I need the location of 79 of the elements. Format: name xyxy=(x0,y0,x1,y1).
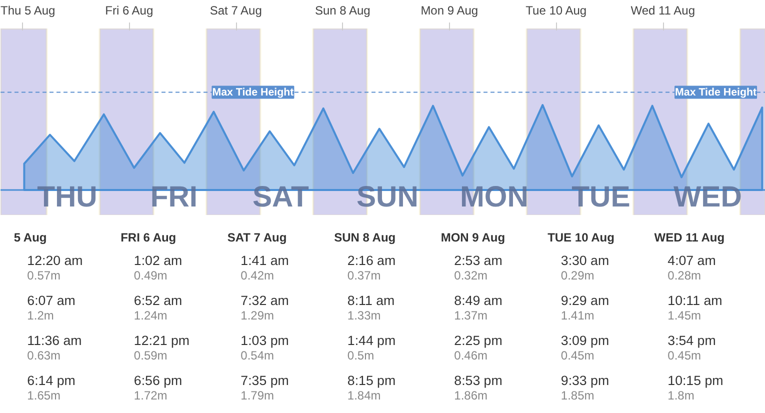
text: 0.59m xyxy=(134,348,168,362)
text: 9:33 pm xyxy=(560,373,610,388)
text: 1.72m xyxy=(134,388,168,402)
text: 0.42m xyxy=(240,268,274,282)
text: 10:11 am xyxy=(668,293,722,308)
text: 8:49 am xyxy=(454,293,502,308)
text: 1.85m xyxy=(560,388,594,402)
x-tick-label: Tue 10 Aug xyxy=(526,4,587,18)
text: 0.32m xyxy=(454,268,488,282)
x-tick-label: Sat 7 Aug xyxy=(210,4,262,18)
annotation: TUE xyxy=(572,180,630,214)
text: 6:14 pm xyxy=(27,373,76,388)
text: 12:20 am xyxy=(27,253,83,268)
text: 5 Aug xyxy=(14,230,47,244)
annotation: SAT xyxy=(252,180,310,214)
text: 7:35 pm xyxy=(240,373,289,388)
x-tick-label: Thu 5 Aug xyxy=(0,4,56,18)
text: MON 9 Aug xyxy=(440,230,506,244)
text: 0.63m xyxy=(27,348,61,362)
text: 0.46m xyxy=(454,348,488,362)
text: 6:07 am xyxy=(27,293,76,308)
text: 2:25 pm xyxy=(454,333,502,348)
text: 10:15 pm xyxy=(668,373,724,388)
ref-line-label: Max Tide Height xyxy=(212,86,294,98)
text: 1:44 pm xyxy=(347,333,396,348)
text: TUE 10 Aug xyxy=(548,230,614,244)
text: 1.45m xyxy=(668,308,702,322)
text: 3:54 pm xyxy=(668,333,716,348)
x-tick-label: Fri 6 Aug xyxy=(105,4,154,18)
text: 0.49m xyxy=(134,268,168,282)
text: 1:03 pm xyxy=(240,333,289,348)
text: 1.79m xyxy=(240,388,274,402)
annotation: MON xyxy=(460,180,528,214)
text: 8:53 pm xyxy=(454,373,502,388)
text: 1.8m xyxy=(668,388,694,402)
text: 0.45m xyxy=(668,348,702,362)
text: 1.41m xyxy=(560,308,594,322)
text: SAT 7 Aug xyxy=(227,230,287,244)
text: 1.37m xyxy=(454,308,488,322)
text: 8:15 pm xyxy=(347,373,396,388)
annotation: THU xyxy=(37,180,98,214)
text: 1.29m xyxy=(240,308,274,322)
text: 12:21 pm xyxy=(134,333,190,348)
text: FRI 6 Aug xyxy=(120,230,176,244)
annotation: FRI xyxy=(150,180,198,214)
text: Max Tide Height xyxy=(675,86,757,98)
text: 1.24m xyxy=(134,308,168,322)
text: 7:32 am xyxy=(240,293,289,308)
text: 1.84m xyxy=(347,388,381,402)
text: 2:53 am xyxy=(454,253,502,268)
text: 0.5m xyxy=(347,348,374,362)
text: 1:41 am xyxy=(240,253,289,268)
text: SUN 8 Aug xyxy=(334,230,396,244)
text: 9:29 am xyxy=(560,293,610,308)
annotation: SUN xyxy=(356,180,418,214)
text: 1:02 am xyxy=(134,253,182,268)
text: 0.54m xyxy=(240,348,274,362)
text: 6:52 am xyxy=(134,293,182,308)
text: 1.86m xyxy=(454,388,488,402)
text: 0.57m xyxy=(27,268,61,282)
text: 0.28m xyxy=(668,268,702,282)
text: 3:30 am xyxy=(560,253,610,268)
text: 2:16 am xyxy=(347,253,396,268)
annotation: WED xyxy=(673,180,742,214)
text: 8:11 am xyxy=(347,293,395,308)
text: 0.45m xyxy=(560,348,594,362)
text: 6:56 pm xyxy=(134,373,182,388)
text: 3:09 pm xyxy=(560,333,610,348)
text: 1.2m xyxy=(27,308,54,322)
text: WED 11 Aug xyxy=(654,230,725,244)
x-tick-label: Wed 11 Aug xyxy=(630,4,696,18)
text: 4:07 am xyxy=(668,253,716,268)
text: 0.37m xyxy=(347,268,381,282)
text: 1.65m xyxy=(27,388,61,402)
x-tick-label: Mon 9 Aug xyxy=(420,4,478,18)
text: 1.33m xyxy=(347,308,381,322)
text: 11:36 am xyxy=(27,333,82,348)
x-tick-label: Sun 8 Aug xyxy=(314,4,370,18)
text: 0.29m xyxy=(560,268,594,282)
